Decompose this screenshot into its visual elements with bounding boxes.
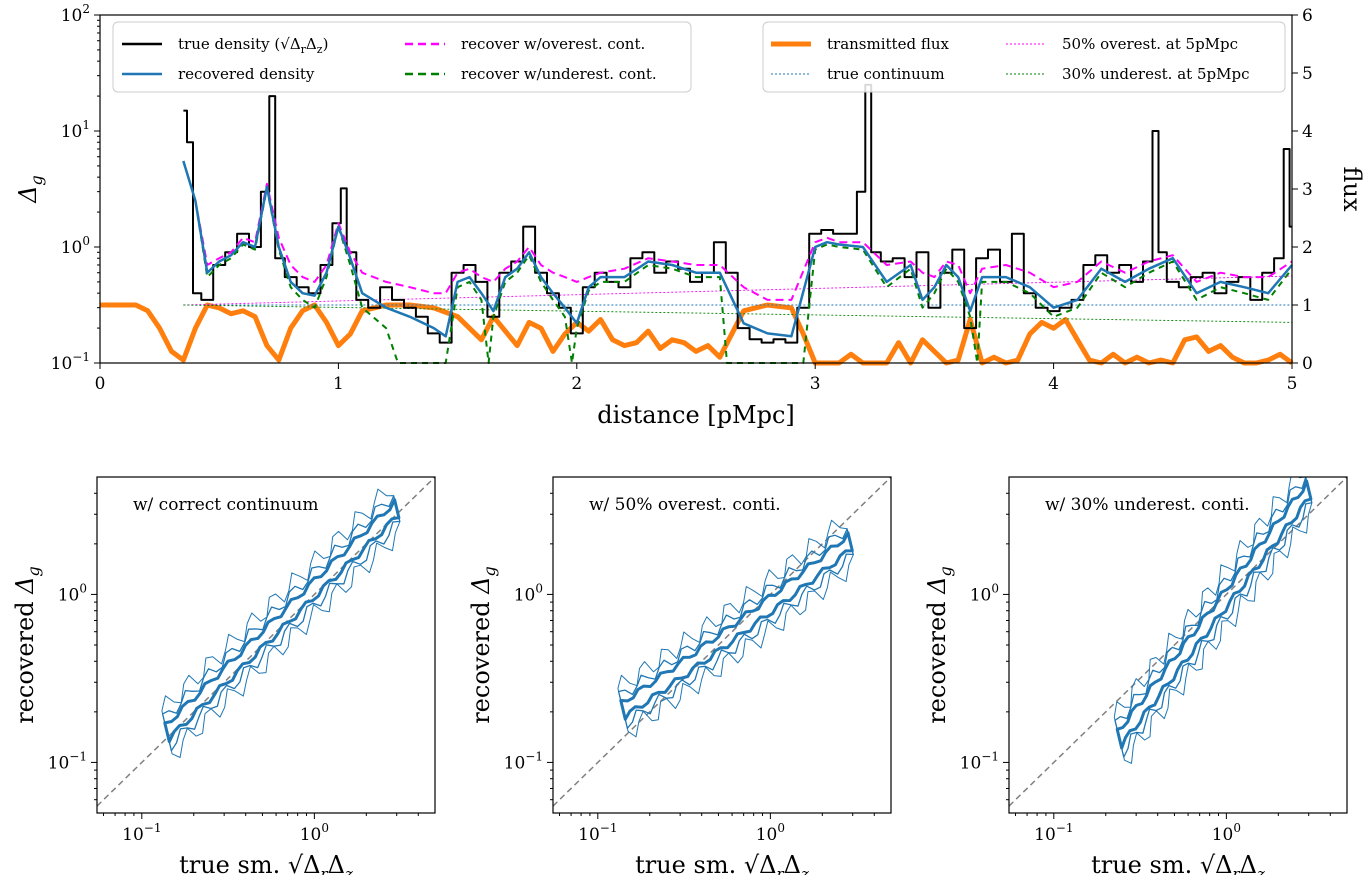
y-tick-label: 10−1 bbox=[960, 749, 999, 773]
bottom-panel-overest: 10−1 100 10−1 100 w/ 50% overest. conti. true… bbox=[467, 476, 892, 875]
contour-level bbox=[161, 495, 401, 752]
top-x-tick-label: 4 bbox=[1048, 374, 1059, 394]
legend-label-underest-cont: 30% underest. at 5pMpc bbox=[1062, 65, 1249, 83]
top-y-tick-label: 10−1 bbox=[51, 350, 90, 374]
contour-plot-area bbox=[1009, 477, 1347, 807]
one-to-one-line bbox=[1009, 477, 1347, 807]
y-axis-label: recovered Δg bbox=[11, 566, 43, 724]
top-right-tick-label: 6 bbox=[1302, 6, 1313, 26]
x-tick-label: 100 bbox=[1212, 821, 1241, 845]
y-tick-label: 100 bbox=[514, 581, 543, 605]
y-tick-label: 100 bbox=[970, 581, 999, 605]
series-overest-line bbox=[182, 160, 1293, 301]
panel-annotation: w/ correct continuum bbox=[133, 495, 318, 515]
x-tick-label: 10−1 bbox=[1034, 821, 1073, 845]
contour-plot-area bbox=[553, 477, 891, 807]
top-y-tick-label: 100 bbox=[61, 234, 90, 258]
legend-left-box bbox=[112, 21, 692, 93]
legend-label-overest-cont: 50% overest. at 5pMpc bbox=[1062, 35, 1238, 53]
top-plot-area bbox=[100, 83, 1294, 366]
contour-level bbox=[1115, 479, 1313, 750]
y-axis-label: recovered Δg bbox=[923, 566, 955, 724]
contour-level bbox=[161, 488, 401, 758]
one-to-one-line bbox=[553, 477, 891, 807]
legend-label-true-continuum: true continuum bbox=[827, 65, 945, 83]
y-tick-label: 10−1 bbox=[48, 749, 87, 773]
top-x-tick-label: 2 bbox=[571, 374, 582, 394]
x-tick-label: 10−1 bbox=[122, 821, 161, 845]
top-x-axis-label: distance [pMpc] bbox=[597, 401, 795, 429]
legend-left: true density (√ΔrΔz) recovered density r… bbox=[112, 21, 692, 93]
top-x-tick-label: 3 bbox=[810, 374, 821, 394]
series-recovered-line bbox=[182, 160, 1293, 338]
x-tick-label: 100 bbox=[756, 821, 785, 845]
contour-level bbox=[617, 528, 854, 729]
contour-level bbox=[163, 498, 401, 744]
legend-label-overest: recover w/overest. cont. bbox=[461, 35, 645, 53]
contour-level bbox=[1114, 477, 1313, 758]
legend-label-underest: recover w/underest. cont. bbox=[461, 65, 657, 83]
legend-right: transmitted flux true continuum 50% over… bbox=[762, 21, 1286, 93]
panel-annotation: w/ 50% overest. conti. bbox=[589, 495, 781, 515]
top-right-tick-label: 2 bbox=[1302, 238, 1313, 258]
x-tick-label: 100 bbox=[300, 821, 329, 845]
x-axis-label: true sm. √ΔrΔz bbox=[179, 851, 353, 875]
top-right-tick-label: 4 bbox=[1302, 122, 1313, 142]
series-true-line bbox=[183, 83, 1292, 344]
top-right-tick-label: 0 bbox=[1302, 354, 1313, 374]
x-axis-label: true sm. √ΔrΔz bbox=[635, 851, 809, 875]
bottom-panel-underest: 10−1 100 10−1 100 w/ 30% underest. conti. tru… bbox=[923, 476, 1348, 875]
top-right-tick-label: 3 bbox=[1302, 180, 1313, 200]
top-y-axis-label: Δg bbox=[14, 175, 46, 204]
bottom-panel-correct: 10−1 100 10−1 100 w/ correct continuum true s… bbox=[11, 476, 436, 875]
top-right-tick-label: 1 bbox=[1302, 296, 1313, 316]
x-axis-label: true sm. √ΔrΔz bbox=[1091, 851, 1265, 875]
top-y-tick-label: 101 bbox=[61, 118, 90, 142]
legend-label-flux: transmitted flux bbox=[827, 35, 949, 53]
top-y-tick-label: 102 bbox=[61, 2, 90, 26]
series-flux-line bbox=[100, 302, 1294, 366]
panel-annotation: w/ 30% underest. conti. bbox=[1045, 495, 1250, 515]
legend-label-recovered: recovered density bbox=[178, 65, 315, 83]
legend-label-true: true density (√ΔrΔz) bbox=[178, 35, 328, 56]
contour-level bbox=[619, 531, 854, 721]
top-right-tick-label: 5 bbox=[1302, 64, 1313, 84]
x-tick-label: 10−1 bbox=[578, 821, 617, 845]
legend-right-box bbox=[762, 21, 1286, 93]
contour-plot-area bbox=[97, 477, 435, 807]
top-panel: 0 1 2 3 4 5 10−1 100 101 102 0 1 2 3 4 5 6 true density … bbox=[14, 2, 1366, 429]
top-axes: 0 1 2 3 4 5 10−1 100 101 102 0 1 2 3 4 5 6 bbox=[51, 2, 1313, 394]
contour-level bbox=[1113, 477, 1313, 764]
top-x-tick-label: 1 bbox=[333, 374, 344, 394]
top-right-axis-label: flux bbox=[1338, 167, 1366, 212]
top-x-tick-label: 5 bbox=[1287, 374, 1298, 394]
y-tick-label: 100 bbox=[58, 581, 87, 605]
top-x-tick-label: 0 bbox=[95, 374, 106, 394]
y-axis-label: recovered Δg bbox=[467, 566, 499, 724]
y-tick-label: 10−1 bbox=[504, 749, 543, 773]
